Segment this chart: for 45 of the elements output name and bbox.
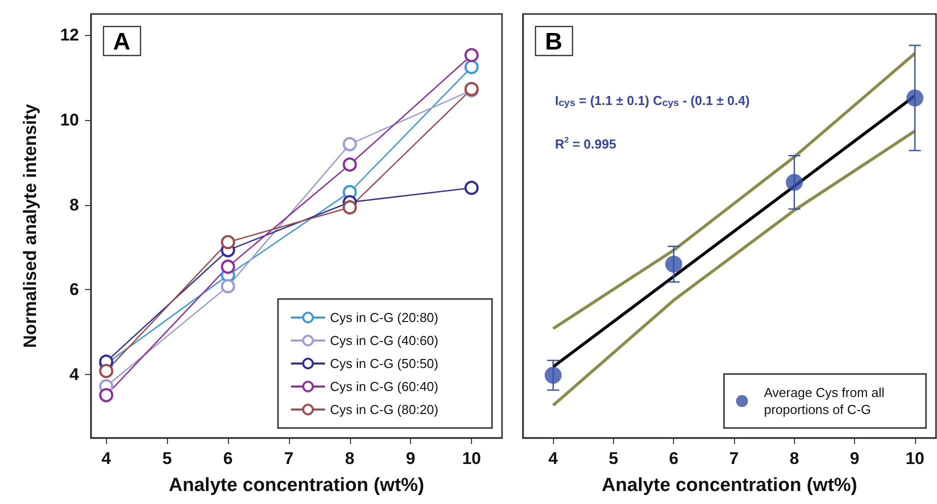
- legend-label: Cys in C-G (80:20): [330, 402, 438, 417]
- point: [99, 388, 114, 402]
- x-tick-label: 4: [101, 449, 112, 468]
- point: [464, 180, 479, 195]
- y-tick-label: 6: [70, 280, 79, 300]
- legend-label: Cys in C-G (20:80): [330, 310, 438, 325]
- point: [342, 157, 357, 172]
- text: B: [545, 28, 562, 56]
- point: [464, 60, 479, 74]
- x-axis-title: Analyte concentration (wt%): [602, 475, 858, 496]
- y-axis-title: Normalised analyte intensity: [20, 104, 40, 348]
- y-tick-label: 10: [60, 110, 79, 130]
- x-tick-label: 9: [406, 449, 416, 468]
- point: [342, 137, 357, 152]
- y-tick-label: 4: [70, 364, 80, 384]
- point: [220, 235, 236, 250]
- point: [786, 174, 803, 191]
- legend-label: Average Cys from all proportions of C-G: [764, 385, 888, 417]
- x-tick-label: 9: [850, 449, 860, 468]
- x-tick-label: 5: [608, 449, 618, 468]
- point: [544, 366, 562, 384]
- x-tick-label: 7: [284, 449, 294, 468]
- text: A: [113, 28, 130, 56]
- x-tick-label: 10: [905, 449, 924, 468]
- x-axis-title: Analyte concentration (wt%): [168, 475, 424, 496]
- x-tick-label: 8: [345, 449, 355, 468]
- x-tick-label: 10: [462, 449, 482, 468]
- y-tick-label: 12: [60, 26, 79, 45]
- legend-label: Cys in C-G (60:40): [330, 379, 438, 394]
- x-tick-label: 7: [729, 449, 739, 468]
- point: [464, 48, 479, 62]
- x-tick-label: 5: [162, 449, 172, 468]
- point: [220, 260, 236, 274]
- point: [99, 364, 114, 378]
- legend-label: Cys in C-G (40:60): [330, 333, 438, 348]
- point: [342, 200, 357, 214]
- legend-label: Cys in C-G (50:50): [330, 356, 438, 371]
- point: [906, 89, 924, 106]
- x-tick-label: 8: [790, 449, 800, 468]
- x-tick-label: 6: [223, 449, 233, 468]
- point: [220, 279, 236, 294]
- x-tick-label: 4: [548, 449, 558, 468]
- y-tick-label: 8: [70, 195, 79, 214]
- x-tick-label: 6: [668, 449, 678, 468]
- point: [665, 256, 682, 273]
